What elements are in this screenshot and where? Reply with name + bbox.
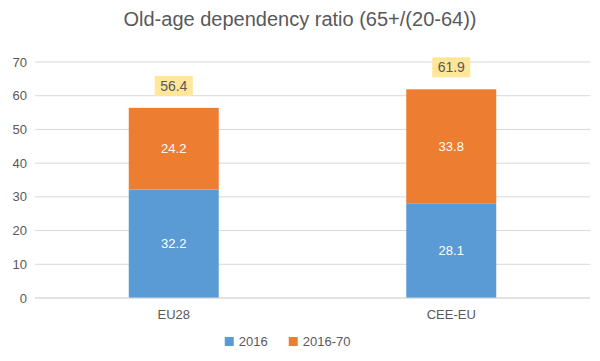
- title: Old-age dependency ratio (65+/(20-64)): [124, 8, 477, 30]
- y-tick-label: 50: [13, 122, 27, 137]
- bar-segment: [129, 189, 219, 298]
- data-label: 33.8: [439, 139, 464, 154]
- grid-line: [35, 230, 590, 231]
- legend-label: 2016-70: [303, 334, 351, 349]
- bar-segment: [129, 108, 219, 190]
- y-tick-label: 0: [20, 291, 27, 306]
- legend-swatch: [289, 337, 298, 346]
- legend: 2016 2016-70: [225, 334, 351, 349]
- x-tick-label: CEE-EU: [427, 307, 476, 322]
- chart: Old-age dependency ratio (65+/(20-64)) 0 1…: [0, 0, 600, 361]
- total-label: 61.9: [438, 59, 465, 75]
- data-label: 24.2: [161, 141, 186, 156]
- background: [0, 0, 600, 361]
- grid-line: [35, 163, 590, 164]
- grid-line: [35, 129, 590, 130]
- bar-segment: [406, 203, 496, 298]
- y-tick-label: 20: [13, 223, 27, 238]
- grid-line: [35, 298, 590, 299]
- x-axis-line: [35, 298, 590, 299]
- labels: 32.2 24.2 56.4 28.1 33.8 61.9: [155, 57, 471, 258]
- legend-swatch: [225, 337, 234, 346]
- grid-line: [35, 196, 590, 197]
- y-tick-label: 40: [13, 156, 27, 171]
- total-label-box: [155, 76, 193, 96]
- y-tick-label: 60: [13, 88, 27, 103]
- legend-label: 2016: [239, 334, 268, 349]
- bars: [129, 89, 497, 298]
- total-label-box: [432, 57, 470, 77]
- total-label: 56.4: [160, 78, 187, 94]
- x-tick-label: EU28: [157, 307, 190, 322]
- y-tick-label: 70: [13, 55, 27, 70]
- grid-line: [35, 95, 590, 96]
- bar-segment: [406, 89, 496, 203]
- y-tick-label: 30: [13, 189, 27, 204]
- data-label: 28.1: [439, 243, 464, 258]
- y-tick-label: 10: [13, 257, 27, 272]
- grid-line: [35, 264, 590, 265]
- data-label: 32.2: [161, 236, 186, 251]
- grid-line: [35, 62, 590, 63]
